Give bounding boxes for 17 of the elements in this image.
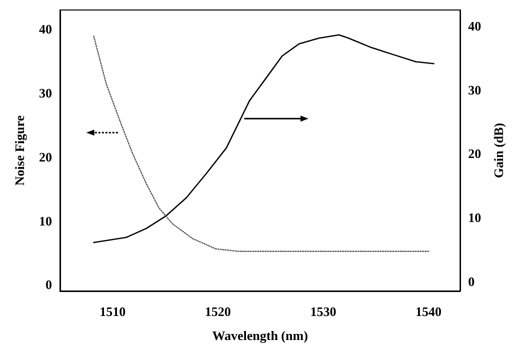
y2-tick-label: 20 (468, 146, 482, 162)
y-tick-label: 0 (46, 277, 52, 292)
y-tick-label: 20 (39, 149, 52, 164)
y2-tick-label: 40 (468, 18, 482, 34)
y2-tick-label: 10 (468, 210, 482, 226)
x-tick-label: 1520 (204, 304, 231, 319)
x-tick-label: 1540 (416, 304, 442, 319)
y2-tick-label: 30 (468, 82, 482, 98)
x-axis-title: Wavelength (nm) (212, 328, 308, 343)
x-tick-label: 1510 (100, 304, 126, 319)
x-tick-label: 1530 (310, 304, 336, 319)
y-axis-title: Noise Figure (12, 115, 27, 186)
y2-tick-label: 0 (468, 274, 475, 289)
y2-axis-title: Gain (dB) (491, 122, 506, 178)
y-tick-label: 10 (39, 213, 52, 228)
y-tick-label: 40 (39, 22, 52, 37)
y-tick-label: 30 (39, 86, 52, 101)
